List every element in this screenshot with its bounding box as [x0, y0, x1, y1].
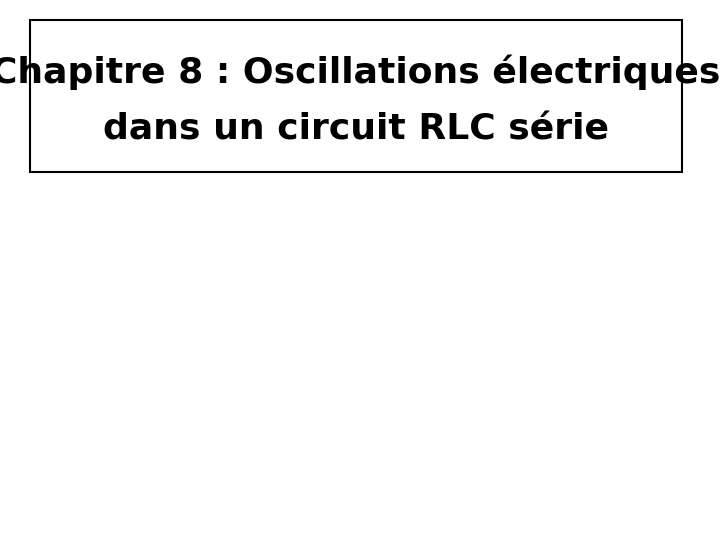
FancyBboxPatch shape: [30, 20, 682, 172]
Text: Chapitre 8 : Oscillations électriques: Chapitre 8 : Oscillations électriques: [0, 54, 720, 90]
Text: dans un circuit RLC série: dans un circuit RLC série: [103, 113, 609, 147]
